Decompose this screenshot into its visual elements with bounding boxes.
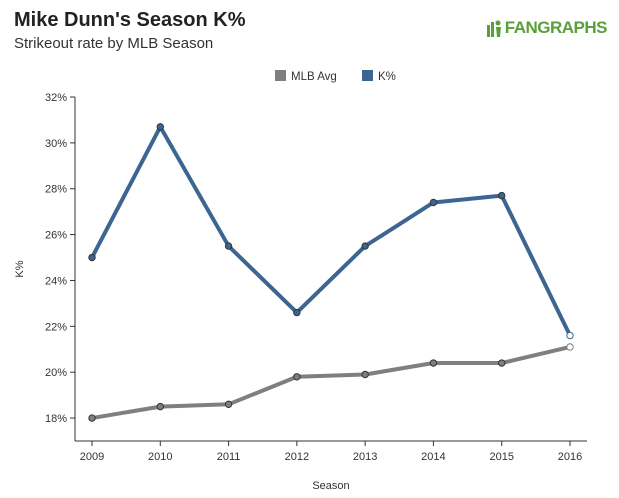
data-point-mlb-avg	[361, 370, 369, 379]
data-point-mlb-avg	[88, 414, 96, 422]
chart-subtitle: Strikeout rate by MLB Season	[14, 35, 214, 52]
logo-figure-icon	[486, 20, 501, 37]
data-point-mlb-avg	[566, 343, 574, 351]
x-axis-title: Season	[312, 480, 349, 492]
y-tick-label: 30%	[45, 138, 67, 150]
data-point-k	[361, 242, 369, 250]
series-layer	[88, 123, 574, 422]
data-point-k	[224, 242, 233, 250]
fangraphs-logo[interactable]: FANGRAPHS	[486, 18, 608, 38]
x-tick-label: 2009	[80, 451, 104, 463]
series-line-mlb-avg	[90, 344, 572, 421]
x-tick-label: 2011	[217, 451, 241, 463]
y-tick-label: 28%	[45, 184, 67, 196]
x-tick-label: 2013	[353, 451, 377, 463]
data-point-mlb-avg	[224, 400, 233, 409]
legend-swatch	[362, 70, 373, 81]
data-point-k	[498, 191, 506, 200]
data-point-mlb-avg	[498, 359, 506, 367]
data-point-k	[566, 331, 574, 340]
x-tick-label: 2014	[421, 451, 445, 463]
y-tick-label: 26%	[45, 230, 67, 242]
axes: 18% 20% 22% 24% 26% 28% 30% 32% 2009 2010 2011 2012…	[14, 92, 587, 492]
data-point-mlb-avg	[429, 359, 438, 367]
legend-label: MLB Avg	[291, 71, 337, 83]
y-axis-title: K%	[14, 260, 26, 277]
legend: MLB Avg K%	[275, 70, 396, 83]
chart-title: Mike Dunn's Season K%	[14, 9, 246, 31]
data-point-k	[293, 308, 301, 317]
x-tick-label: 2010	[148, 451, 172, 463]
data-point-mlb-avg	[293, 373, 301, 381]
series-line-k	[90, 124, 572, 338]
x-tick-label: 2016	[558, 451, 582, 463]
x-tick-label: 2012	[285, 451, 309, 463]
y-tick-label: 20%	[45, 367, 67, 379]
y-tick-label: 22%	[45, 321, 67, 333]
logo-text: FANGRAPHS	[504, 18, 608, 37]
data-point-mlb-avg	[156, 402, 164, 411]
y-tick-label: 24%	[45, 275, 67, 287]
y-tick-label: 32%	[45, 92, 67, 104]
legend-swatch	[275, 70, 286, 81]
data-point-k	[156, 123, 164, 131]
y-tick-label: 18%	[45, 413, 67, 425]
legend-label: K%	[378, 71, 396, 83]
data-point-k	[429, 198, 438, 207]
data-point-k	[88, 253, 96, 262]
x-tick-label: 2015	[489, 451, 513, 463]
